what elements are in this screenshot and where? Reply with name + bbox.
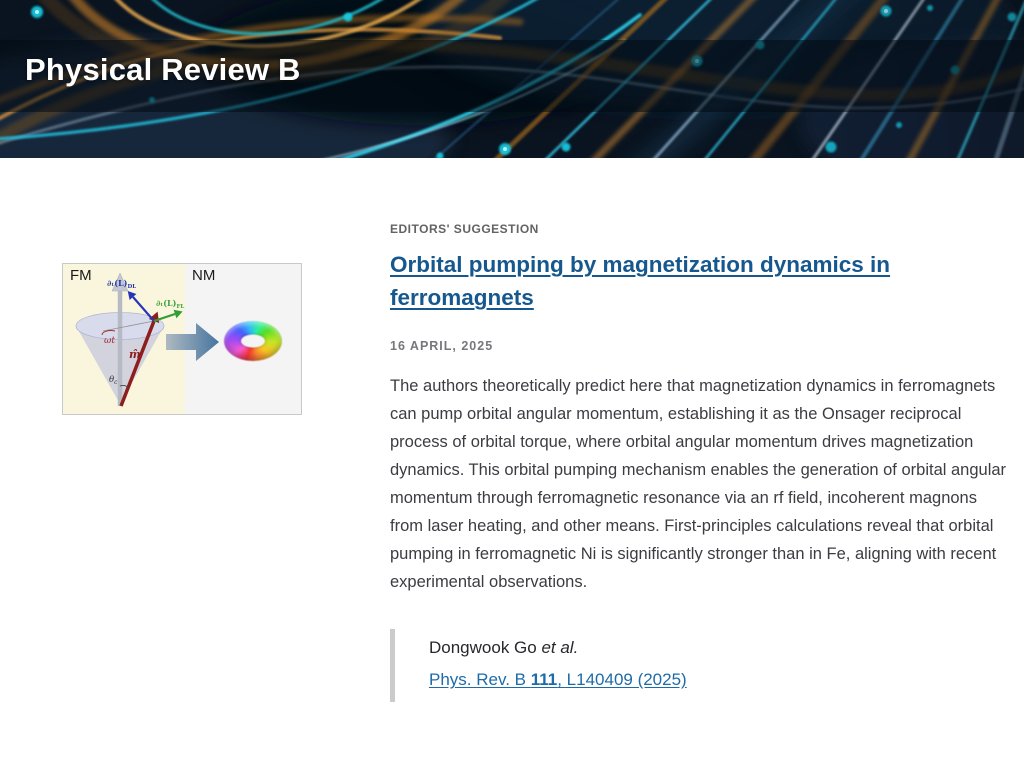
damping-like-arrow	[127, 290, 155, 322]
article-thumbnail[interactable]: ωt m̂ ∂ₜ(L)DL ∂ₜ(L)FL θc	[62, 263, 302, 415]
article-date: 16 APRIL, 2025	[390, 339, 494, 353]
article-abstract: The authors theoretically predict here t…	[390, 377, 1007, 591]
citation-link[interactable]: Phys. Rev. B 111, L140409 (2025)	[429, 670, 687, 689]
field-like-arrow	[153, 309, 183, 323]
journal-title: Physical Review B	[25, 52, 301, 87]
article-title-link[interactable]: Orbital pumping by magnetization dynamic…	[390, 252, 891, 310]
banner-title-band	[0, 40, 1024, 112]
article-highlight-section: ωt m̂ ∂ₜ(L)DL ∂ₜ(L)FL θc	[0, 158, 1024, 770]
citation-volume: 111	[530, 670, 558, 689]
et-al-text: et al.	[541, 638, 579, 657]
article-summary: EDITORS' SUGGESTION Orbital pumping by m…	[390, 158, 1010, 702]
torus-graphic	[224, 321, 282, 361]
m-hat-label: m̂	[129, 348, 141, 361]
panel-transfer-arrow-icon	[166, 323, 219, 361]
magnetization-diagram: ωt m̂ ∂ₜ(L)DL ∂ₜ(L)FL θc	[75, 272, 219, 407]
citation-block: Dongwook Go et al. Phys. Rev. B 111, L14…	[390, 629, 1010, 702]
fl-torque-label: ∂ₜ(L)FL	[156, 298, 184, 310]
dl-torque-label: ∂ₜ(L)DL	[107, 278, 136, 290]
rotation-radius-line	[102, 320, 155, 332]
rotation-arc	[101, 330, 116, 336]
fm-panel-label: FM	[70, 267, 92, 284]
cone-axis-arrow	[111, 272, 129, 406]
torus-hole	[241, 334, 265, 348]
theta-c-label: θc	[109, 375, 118, 386]
banner-background-art	[0, 0, 1024, 158]
omega-t-label: ωt	[104, 336, 115, 346]
cone-angle-arc	[119, 385, 130, 390]
citation-authors: Dongwook Go et al.	[429, 638, 579, 657]
editors-suggestion-badge: EDITORS' SUGGESTION	[390, 222, 539, 236]
nm-panel-label: NM	[192, 267, 216, 284]
journal-banner: Physical Review B	[0, 0, 1024, 158]
